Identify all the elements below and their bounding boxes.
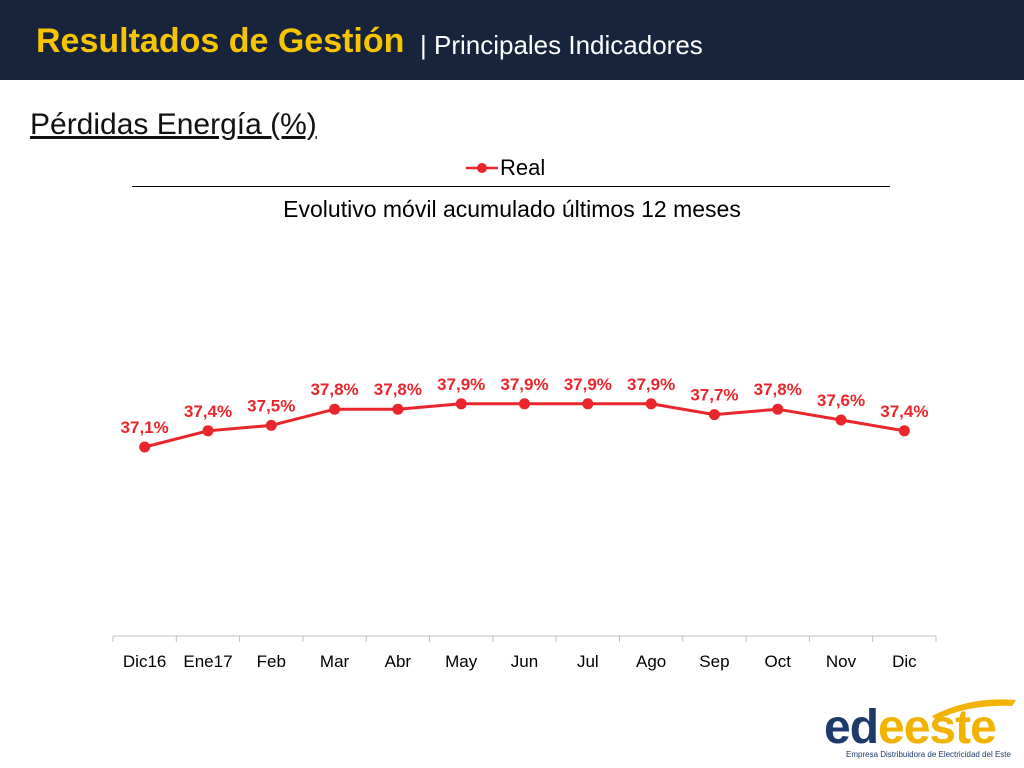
chart-title: Evolutivo móvil acumulado últimos 12 mes…	[283, 196, 741, 222]
x-tick-label: Ene17	[183, 652, 232, 671]
data-point	[519, 398, 530, 410]
data-label: 37,9%	[564, 375, 612, 394]
data-point	[329, 403, 341, 415]
page-title: Resultados de Gestión	[36, 22, 405, 60]
x-tick-label: Nov	[826, 652, 857, 671]
data-point	[708, 409, 720, 421]
x-tick-label: Jun	[511, 652, 538, 671]
x-tick-label: Oct	[765, 652, 792, 671]
data-point	[139, 441, 151, 453]
data-point	[772, 403, 784, 415]
data-point	[835, 414, 847, 426]
x-tick-label: Mar	[320, 652, 350, 671]
legend-divider	[132, 186, 890, 187]
data-label: 37,9%	[500, 375, 548, 394]
page-subtitle: | Principales Indicadores	[420, 30, 703, 60]
data-label: 37,4%	[880, 402, 928, 421]
logo-tagline: Empresa Distribuidora de Electricidad de…	[846, 750, 1011, 759]
data-label: 37,1%	[121, 418, 169, 437]
data-label: 37,4%	[184, 402, 232, 421]
data-point	[455, 398, 467, 410]
x-tick-label: Jul	[577, 652, 599, 671]
data-label: 37,5%	[247, 396, 295, 415]
data-label: 37,8%	[754, 380, 802, 399]
data-label: 37,9%	[627, 375, 675, 394]
data-point	[265, 419, 277, 431]
data-point	[582, 398, 594, 410]
section-title: Pérdidas Energía (%)	[30, 108, 317, 141]
x-tick-label: Sep	[699, 652, 729, 671]
data-label: 37,9%	[437, 375, 485, 394]
data-label: 37,7%	[690, 386, 738, 405]
x-tick-label: May	[445, 652, 478, 671]
chart-legend: Real	[466, 155, 545, 181]
data-label: 37,8%	[374, 380, 422, 399]
x-tick-label: Dic	[892, 652, 917, 671]
x-tick-label: Feb	[257, 652, 286, 671]
legend-label: Real	[500, 155, 546, 180]
line-chart: 37,1% 37,4% 37,5% 37,8% 37,8% 37,9% 37,9% 37,9%…	[112, 375, 937, 671]
x-tick-label: Ago	[636, 652, 666, 671]
data-label: 37,6%	[817, 391, 865, 410]
legend-line-marker	[466, 163, 498, 173]
data-point	[202, 425, 214, 437]
x-tick-label: Abr	[385, 652, 412, 671]
company-logo: edeeste Empresa Distribuidora de Electri…	[820, 692, 1020, 764]
data-point	[392, 403, 404, 415]
data-point	[898, 425, 910, 437]
data-point	[645, 398, 657, 410]
header-bar: Resultados de Gestión | Principales Indi…	[0, 0, 1024, 80]
data-label: 37,8%	[310, 380, 358, 399]
logo-swoosh-icon	[932, 699, 1016, 720]
x-tick-label: Dic16	[123, 652, 166, 671]
logo-wordmark: edeeste	[824, 701, 997, 754]
